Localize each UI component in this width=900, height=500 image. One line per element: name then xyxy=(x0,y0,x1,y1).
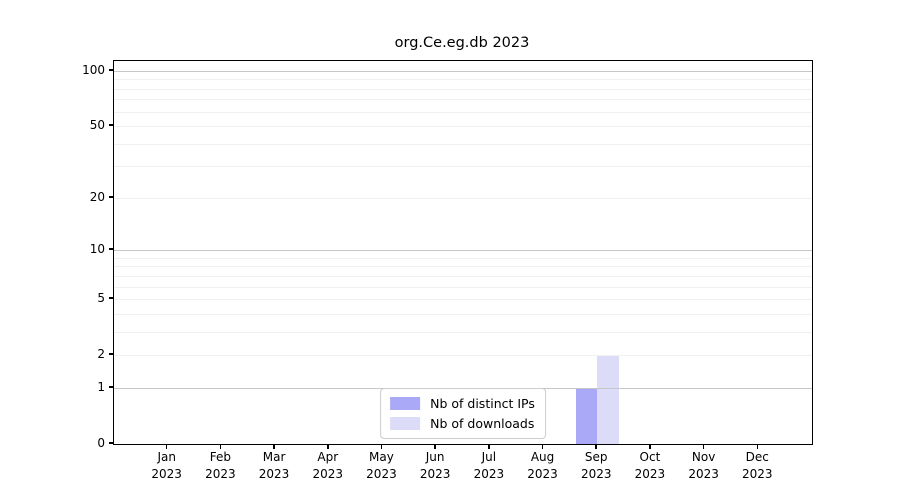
y-tick-label: 50 xyxy=(89,118,105,133)
x-tick-label: Dec 2023 xyxy=(742,450,773,481)
x-tick-label: May 2023 xyxy=(366,450,397,481)
x-tick-label: Oct 2023 xyxy=(634,450,666,481)
bar-distinct-ips xyxy=(575,387,598,444)
x-tick-label: Jun 2023 xyxy=(419,450,451,481)
x-tick xyxy=(165,444,168,449)
x-tick-label: Aug 2023 xyxy=(527,450,558,481)
gridline-minor xyxy=(114,111,812,113)
chart-legend: Nb of distinct IPs Nb of downloads xyxy=(380,388,546,439)
legend-entry-downloads: Nb of downloads xyxy=(390,416,535,431)
x-tick xyxy=(649,444,651,449)
gridline-major xyxy=(114,250,812,252)
x-tick xyxy=(327,444,329,449)
gridline-minor xyxy=(114,355,812,357)
gridline-minor xyxy=(114,79,812,81)
gridline-minor xyxy=(114,197,812,199)
x-tick xyxy=(434,444,436,449)
x-tick xyxy=(380,444,383,449)
gridline-minor xyxy=(114,166,812,168)
y-tick xyxy=(109,69,113,71)
gridline-minor xyxy=(114,286,812,288)
y-tick-label: 0 xyxy=(97,436,105,450)
x-tick xyxy=(756,444,759,449)
gridline-minor xyxy=(114,126,812,128)
x-tick-label: Nov 2023 xyxy=(688,450,719,481)
bar-downloads xyxy=(597,355,619,444)
x-tick-label: Mar 2023 xyxy=(258,450,290,481)
y-tick xyxy=(109,248,113,250)
y-tick-label: 10 xyxy=(89,242,105,257)
y-tick-label: 100 xyxy=(82,62,105,77)
gridline-minor xyxy=(114,299,812,301)
gridline-minor xyxy=(114,88,812,90)
y-tick-label: 1 xyxy=(97,379,105,394)
gridline-minor xyxy=(114,266,812,268)
x-tick xyxy=(702,444,705,449)
legend-entry-distinct-ips: Nb of distinct IPs xyxy=(390,396,535,411)
x-tick-label: Jan 2023 xyxy=(151,450,182,481)
x-tick-label: Jul 2023 xyxy=(473,450,505,481)
y-tick xyxy=(109,386,113,388)
x-tick xyxy=(273,444,275,449)
x-tick xyxy=(595,444,597,449)
gridline-minor xyxy=(114,257,812,259)
chart-title: org.Ce.eg.db 2023 xyxy=(394,35,530,51)
legend-swatch-distinct-ips xyxy=(390,397,421,410)
gridline-minor xyxy=(114,275,812,277)
gridline-minor xyxy=(114,99,812,101)
plot-area: Nb of distinct IPs Nb of downloads xyxy=(113,60,813,445)
x-tick-label: Feb 2023 xyxy=(205,450,236,481)
gridline-major xyxy=(114,70,812,72)
gridline-minor xyxy=(114,313,812,315)
y-tick-label: 2 xyxy=(97,347,105,362)
gridline-minor xyxy=(114,143,812,145)
y-tick-label: 5 xyxy=(97,291,105,306)
y-tick xyxy=(109,297,113,299)
gridline-minor xyxy=(114,331,812,333)
x-tick-label: Apr 2023 xyxy=(312,450,344,481)
legend-label-downloads: Nb of downloads xyxy=(430,416,535,431)
y-tick xyxy=(109,442,113,444)
x-tick xyxy=(488,444,490,449)
y-tick xyxy=(109,353,113,355)
y-tick xyxy=(109,124,113,126)
x-tick xyxy=(219,444,222,449)
x-tick-label: Sep 2023 xyxy=(580,450,612,481)
x-tick xyxy=(541,444,544,449)
legend-swatch-downloads xyxy=(390,417,421,430)
legend-label-distinct-ips: Nb of distinct IPs xyxy=(430,396,535,411)
y-tick xyxy=(109,196,113,198)
y-tick-label: 20 xyxy=(89,189,105,204)
